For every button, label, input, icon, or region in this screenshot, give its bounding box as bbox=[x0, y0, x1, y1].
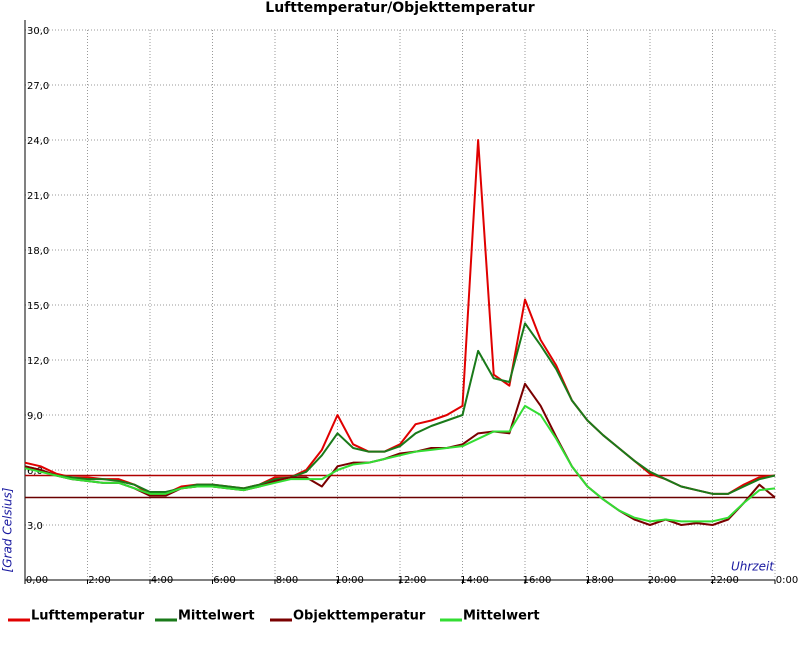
data-line bbox=[24, 382, 776, 526]
legend-label: Objekttemperatur bbox=[293, 609, 426, 624]
y-tick-label: 3,0 bbox=[27, 521, 43, 532]
y-tick-label: 18,0 bbox=[27, 246, 49, 257]
y-tick-label: 15,0 bbox=[27, 301, 49, 312]
y-axis-label: [Grad Celsius] bbox=[1, 487, 15, 572]
legend-label: Mittelwert bbox=[463, 609, 540, 624]
legend-label: Lufttemperatur bbox=[31, 609, 145, 624]
data-line bbox=[24, 139, 776, 495]
y-tick-label: 30,0 bbox=[27, 26, 49, 37]
legend-label: Mittelwert bbox=[178, 609, 255, 624]
x-tick-label: 0:00 bbox=[776, 575, 798, 586]
y-tick-label: 12,0 bbox=[27, 356, 49, 367]
y-tick-label: 21,0 bbox=[27, 191, 49, 202]
chart-title: Lufttemperatur/Objekttemperatur bbox=[265, 0, 535, 16]
y-tick-label: 27,0 bbox=[27, 81, 49, 92]
y-tick-label: 9,0 bbox=[27, 411, 43, 422]
y-tick-label: 24,0 bbox=[27, 136, 49, 147]
data-line bbox=[24, 322, 776, 495]
x-axis-label: Uhrzeit bbox=[731, 560, 775, 574]
data-line bbox=[24, 404, 776, 523]
